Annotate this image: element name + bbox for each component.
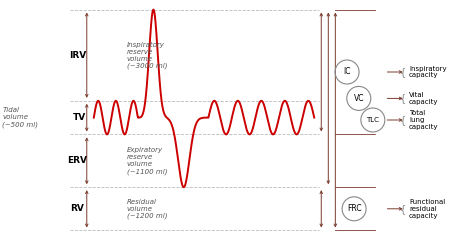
Text: Functional
residual
capacity: Functional residual capacity <box>409 199 445 219</box>
Text: VC: VC <box>354 94 364 103</box>
Text: {: { <box>400 204 406 214</box>
Text: {: { <box>400 115 406 125</box>
Text: {: { <box>400 67 406 77</box>
Text: RV: RV <box>70 204 84 213</box>
Text: Residual
volume
(~1200 ml): Residual volume (~1200 ml) <box>127 198 167 219</box>
Text: FRC: FRC <box>347 204 362 213</box>
Text: Inspiratory
reserve
volume
(~3000 ml): Inspiratory reserve volume (~3000 ml) <box>127 41 167 69</box>
Text: {: { <box>400 93 406 103</box>
Text: ERV: ERV <box>68 156 87 165</box>
Text: IRV: IRV <box>69 51 86 60</box>
Text: Tidal
volume
(~500 ml): Tidal volume (~500 ml) <box>2 107 38 128</box>
Text: Total
lung
capacity: Total lung capacity <box>409 110 439 130</box>
Text: TLC: TLC <box>366 117 379 123</box>
Text: TV: TV <box>73 113 86 122</box>
Text: IC: IC <box>343 67 351 77</box>
Text: Vital
capacity: Vital capacity <box>409 92 439 105</box>
Text: Expiratory
reserve
volume
(~1100 ml): Expiratory reserve volume (~1100 ml) <box>127 147 167 175</box>
Text: Inspiratory
capacity: Inspiratory capacity <box>409 66 446 78</box>
